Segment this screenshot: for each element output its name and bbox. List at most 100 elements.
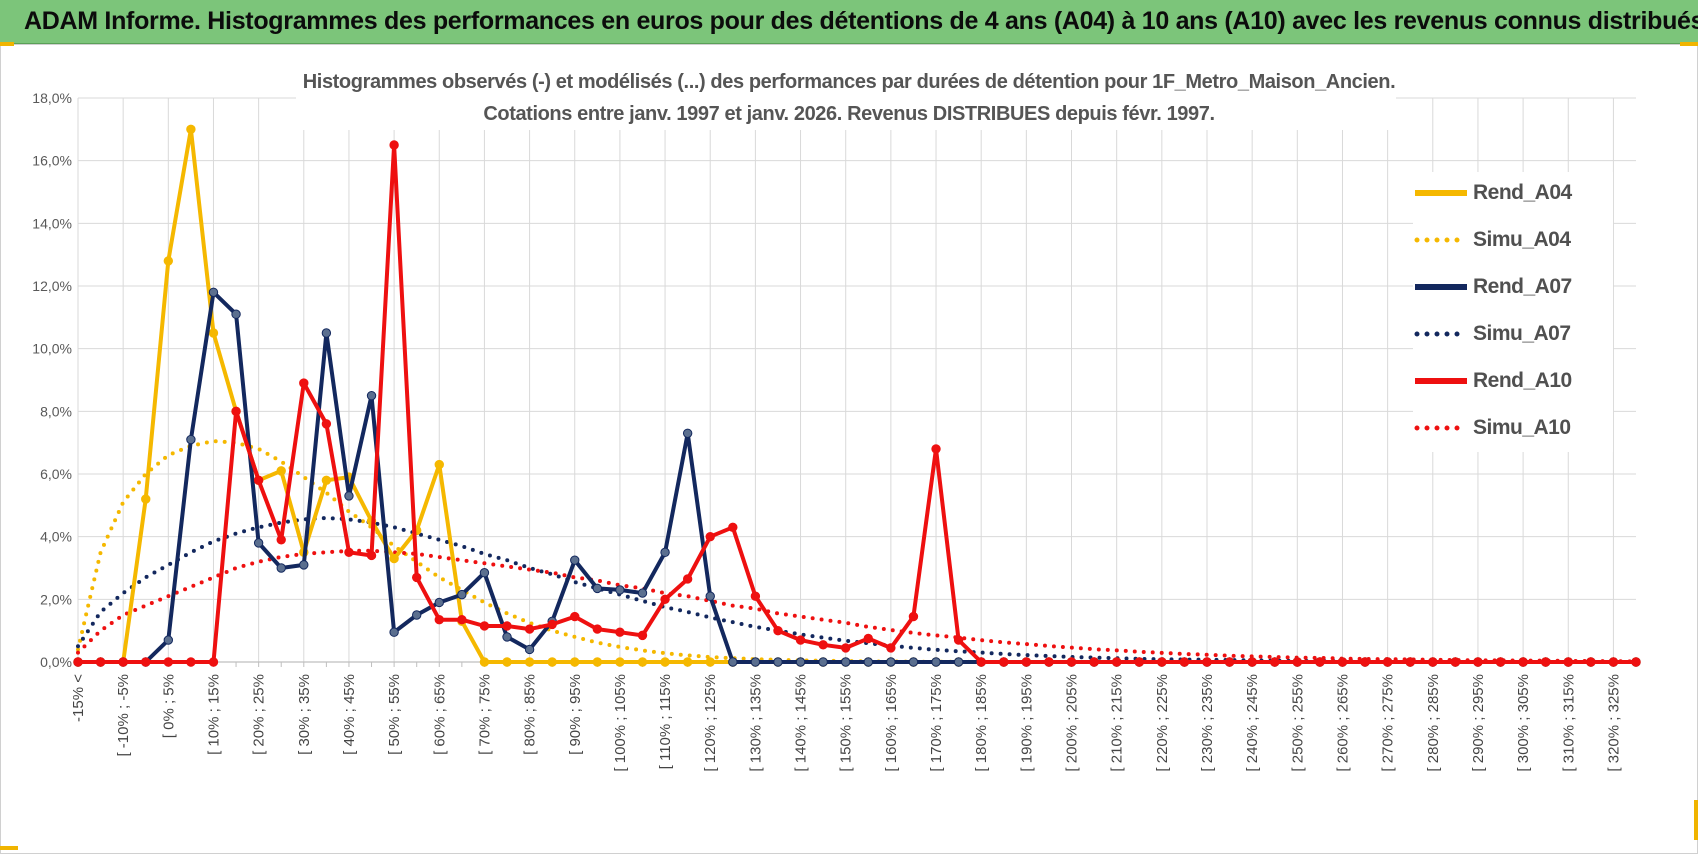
- data-point-rend-a10: [637, 630, 648, 641]
- data-point-rend-a10: [1495, 657, 1506, 667]
- legend-label-simu-a07: Simu_A07: [1473, 322, 1571, 345]
- data-point-rend-a10: [434, 615, 444, 625]
- data-point-rend-a10: [163, 657, 174, 667]
- data-point-rend-a10: [1202, 657, 1212, 667]
- data-point-rend-a10: [186, 657, 196, 667]
- data-point-rend-a10: [818, 640, 828, 650]
- data-point-rend-a04: [141, 494, 151, 504]
- data-point-rend-a10: [953, 635, 964, 645]
- data-point-rend-a10: [1540, 657, 1551, 667]
- report-title: ADAM Informe. Histogrammes des performan…: [24, 7, 1698, 35]
- data-point-rend-a10: [999, 657, 1009, 667]
- data-point-rend-a10: [1360, 657, 1370, 667]
- x-tick-label: [ 200% ; 205%: [1064, 674, 1081, 772]
- x-tick-label: [ 270% ; 275%: [1380, 674, 1397, 772]
- data-point-rend-a10: [1473, 657, 1483, 667]
- data-point-rend-a10: [1608, 657, 1619, 667]
- data-point-rend-a07: [637, 588, 648, 598]
- chart-subtitle: Cotations entre janv. 1997 et janv. 2026…: [483, 103, 1214, 125]
- data-point-rend-a07: [841, 657, 851, 667]
- data-point-rend-a07: [682, 428, 693, 438]
- x-tick-label: [ 310% ; 315%: [1560, 674, 1577, 772]
- legend-swatch-simu-a10: [1414, 425, 1469, 431]
- data-point-rend-a10: [1631, 657, 1641, 667]
- x-tick-label: [ 10% ; 15%: [205, 674, 222, 755]
- corner-mark-bottom-left: [0, 846, 18, 850]
- data-point-rend-a04: [479, 657, 490, 667]
- data-point-rend-a10: [1563, 657, 1573, 667]
- legend-item-simu-a07: Simu_A07: [1413, 319, 1571, 349]
- data-point-rend-a07: [931, 657, 941, 667]
- data-point-rend-a07: [908, 657, 919, 667]
- x-tick-label: -15% <: [70, 674, 87, 722]
- data-point-rend-a07: [615, 585, 625, 595]
- data-point-rend-a04: [570, 657, 580, 667]
- x-tick-label: [ 250% ; 255%: [1289, 674, 1306, 772]
- x-tick-label: [ 300% ; 305%: [1515, 674, 1532, 772]
- data-point-rend-a10: [276, 535, 286, 545]
- data-point-rend-a10: [321, 419, 332, 429]
- x-tick-label: [ 190% ; 195%: [1018, 674, 1035, 772]
- series-line-simu-a07: [76, 515, 1638, 664]
- chart-title: Histogrammes observés (-) et modélisés (…: [303, 71, 1395, 93]
- data-point-rend-a04: [705, 657, 715, 667]
- data-point-rend-a10: [1428, 657, 1438, 667]
- data-point-rend-a04: [208, 328, 219, 338]
- data-point-rend-a04: [682, 657, 693, 667]
- legend-swatch-rend-a10: [1415, 378, 1467, 384]
- legend-item-rend-a07: Rend_A07: [1413, 272, 1572, 302]
- legend-label-rend-a10: Rend_A10: [1473, 369, 1572, 392]
- x-tick-label: [ 130% ; 135%: [747, 674, 764, 772]
- data-point-rend-a07: [795, 657, 806, 667]
- data-point-rend-a10: [841, 643, 851, 653]
- legend-item-simu-a10: Simu_A10: [1413, 413, 1571, 443]
- data-point-rend-a07: [953, 657, 964, 667]
- x-tick-label: [ 40% ; 45%: [341, 674, 358, 755]
- data-point-rend-a04: [547, 657, 557, 667]
- corner-mark-bottom-right: [1694, 800, 1698, 840]
- data-point-rend-a07: [411, 610, 422, 620]
- data-point-rend-a10: [592, 624, 603, 634]
- data-point-rend-a04: [660, 657, 670, 667]
- data-point-rend-a10: [547, 619, 557, 630]
- legend-swatch-simu-a04: [1414, 237, 1469, 243]
- data-point-rend-a04: [434, 459, 444, 470]
- y-tick-label: 4,0%: [40, 529, 72, 545]
- x-tick-label: [ 210% ; 215%: [1109, 674, 1126, 772]
- data-point-rend-a07: [321, 328, 332, 338]
- data-point-rend-a07: [660, 547, 670, 558]
- data-point-rend-a10: [660, 594, 670, 605]
- data-point-rend-a10: [863, 633, 873, 644]
- legend-label-simu-a10: Simu_A10: [1473, 416, 1571, 439]
- x-tick-label: [ 290% ; 295%: [1470, 674, 1487, 772]
- data-point-rend-a10: [1089, 657, 1099, 667]
- data-point-rend-a10: [570, 611, 580, 622]
- legend-item-rend-a10: Rend_A10: [1413, 366, 1572, 396]
- x-tick-label: [ 80% ; 85%: [522, 674, 539, 755]
- x-tick-label: [ 220% ; 225%: [1154, 674, 1171, 772]
- data-point-rend-a07: [457, 589, 467, 600]
- data-point-rend-a04: [615, 657, 625, 667]
- legend-swatch-simu-a07: [1414, 331, 1469, 337]
- data-point-rend-a10: [1405, 657, 1415, 667]
- data-point-rend-a04: [276, 466, 286, 476]
- legend-label-rend-a07: Rend_A07: [1473, 275, 1572, 298]
- data-point-rend-a10: [141, 657, 151, 667]
- legend-item-simu-a04: Simu_A04: [1413, 225, 1571, 255]
- data-point-rend-a07: [253, 538, 264, 548]
- data-point-rend-a10: [1157, 657, 1167, 667]
- data-point-rend-a10: [931, 444, 941, 454]
- series-group: [73, 124, 1641, 667]
- data-point-rend-a10: [1066, 657, 1077, 667]
- data-point-rend-a10: [1586, 657, 1596, 667]
- data-point-rend-a10: [908, 611, 919, 622]
- corner-mark-top-left: [0, 42, 14, 46]
- data-point-rend-a07: [524, 644, 535, 655]
- data-point-rend-a10: [1337, 657, 1348, 667]
- data-point-rend-a10: [344, 547, 354, 558]
- data-point-rend-a07: [434, 597, 444, 608]
- data-point-rend-a10: [1224, 657, 1235, 667]
- x-tick-label: [ 260% ; 265%: [1334, 674, 1351, 772]
- data-point-rend-a10: [411, 572, 422, 583]
